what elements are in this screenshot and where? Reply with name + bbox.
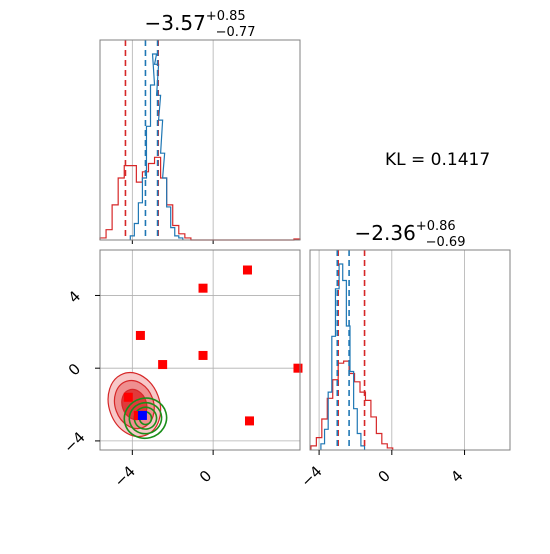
scatter-point [244,416,254,426]
scatter-point [198,350,208,360]
x-tick-label: −4 [297,462,325,490]
x-tick-label: 0 [196,467,215,486]
contour-green [128,401,163,435]
scatter-point [158,360,168,370]
panel-title-x2: −2.36+0.86 −0.69 [355,219,466,250]
contour-green [123,397,168,440]
y-tick-label: 4 [65,287,84,306]
panel-background [310,250,510,450]
histogram-series-blue [320,263,366,450]
panel-title-x1: −3.57+0.85 −0.77 [145,9,256,40]
scatter-point [123,392,133,402]
panel-frame [99,39,301,241]
panel-joint: −4 0 −4 0 4 [60,249,303,491]
truth-point [137,410,147,420]
x-tick-label: −4 [111,462,139,490]
histogram-series-red [310,360,394,450]
panel-marginal-x2: −4 0 4 −2.36+0.86 −0.69 [297,219,511,491]
contour-green [133,406,158,430]
panel-marginal-x1: −3.57+0.85 −0.77 [99,9,301,244]
x-tick-label: 4 [447,467,466,486]
scatter-point [135,330,145,340]
histogram-series-blue [129,53,184,240]
kl-label: KL = 0.1417 [385,150,490,170]
panel-frame [309,249,511,451]
scatter-point [198,283,208,293]
scatter-point [293,363,303,373]
panel-frame [99,249,301,451]
x-tick-label: 0 [375,467,394,486]
y-tick-label: 0 [65,360,84,379]
panel-background [100,40,300,240]
scatter-point [242,265,252,275]
y-tick-label: −4 [60,428,88,456]
